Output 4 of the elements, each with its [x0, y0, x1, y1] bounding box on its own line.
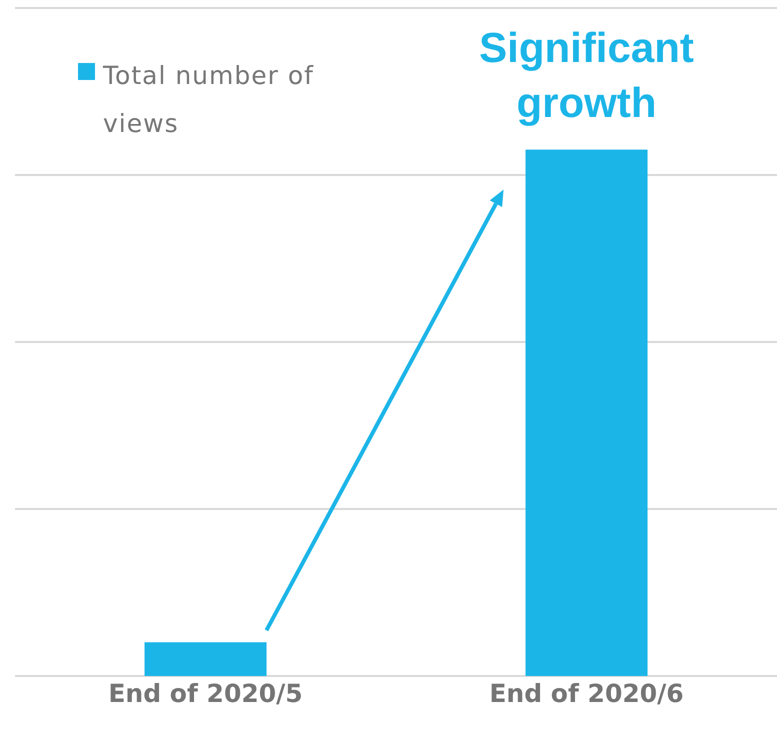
text: Significant growth: [478, 23, 695, 128]
x-tick-label: End of 2020/5: [108, 678, 303, 708]
legend-label: Total number of views: [103, 60, 315, 140]
x-tick-label: End of 2020/6: [489, 678, 684, 708]
